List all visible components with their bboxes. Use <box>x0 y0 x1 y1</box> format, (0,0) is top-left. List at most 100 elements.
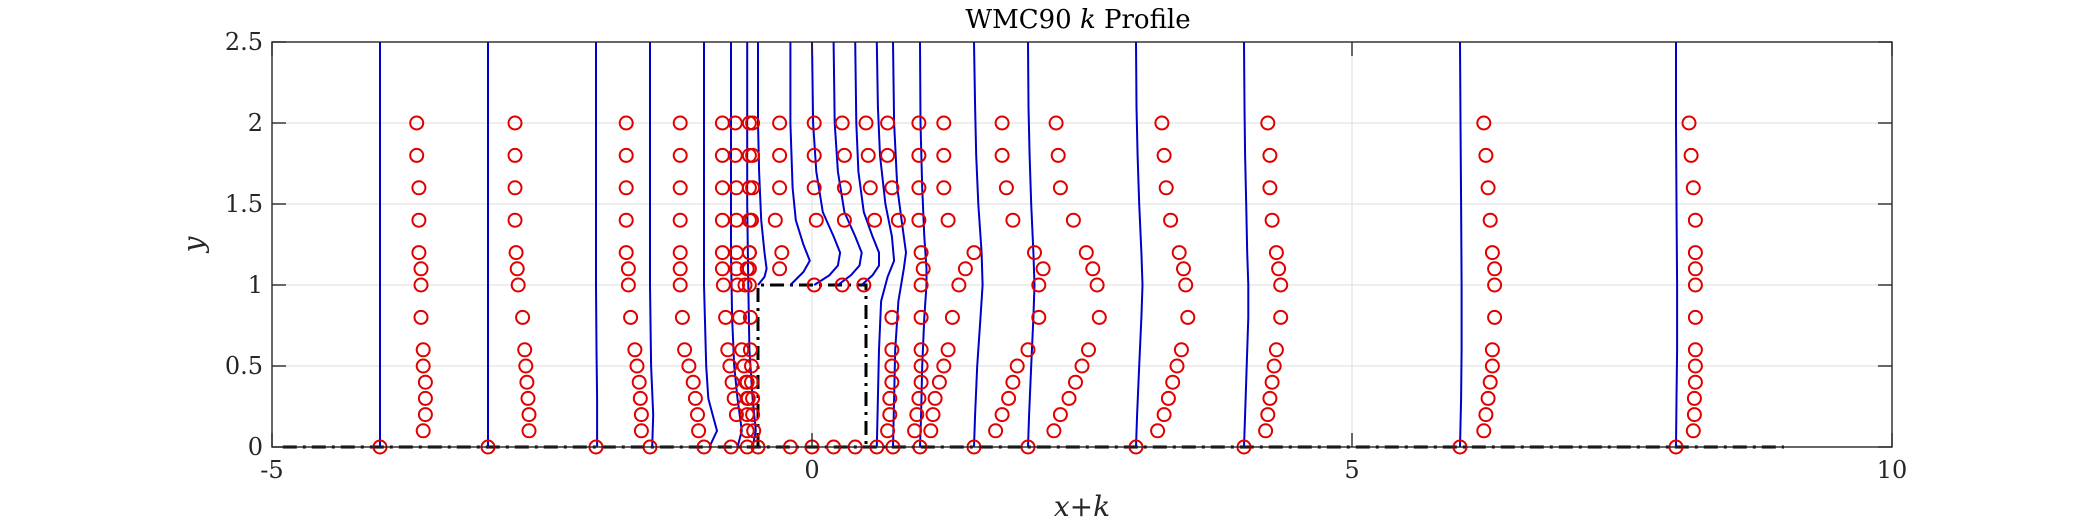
measurement-point-11-2 <box>862 180 878 196</box>
measurement-point-1-8 <box>509 261 525 277</box>
measurement-point-4-6 <box>715 277 731 293</box>
measurement-point-5-3 <box>734 342 750 358</box>
measurement-point-0-11 <box>411 180 427 196</box>
measurement-point-3-8 <box>672 261 688 277</box>
measurement-point-7-4 <box>737 277 753 293</box>
profile-line-14 <box>919 41 928 448</box>
measurement-point-14-10 <box>940 212 956 228</box>
measurement-point-13-9 <box>913 245 929 261</box>
measurement-point-20-12 <box>1683 147 1699 163</box>
measurement-point-2-8 <box>620 261 636 277</box>
profile-line-17 <box>1135 41 1144 448</box>
measurement-point-13-1 <box>909 407 925 423</box>
measurement-point-6-4 <box>744 358 759 374</box>
measurement-point-15-2 <box>1001 390 1017 406</box>
measurement-point-15-4 <box>1009 358 1025 374</box>
measurement-point-4-5 <box>718 309 734 325</box>
measurement-point-9-3 <box>806 147 822 163</box>
x-tick-label-0: -5 <box>260 456 283 484</box>
measurement-point-7-5 <box>739 261 755 277</box>
measurement-point-2-1 <box>633 407 649 423</box>
measurement-point-19-13 <box>1476 115 1492 131</box>
measurement-markers <box>372 115 1703 455</box>
measurement-point-10-0 <box>834 277 850 293</box>
measurement-point-2-12 <box>618 147 634 163</box>
measurement-point-0-12 <box>409 147 425 163</box>
measurement-point-10-3 <box>836 147 852 163</box>
measurement-point-20-2 <box>1686 390 1702 406</box>
measurement-point-6-5 <box>742 342 758 358</box>
measurement-point-20-0 <box>1685 423 1701 439</box>
measurement-point-12-0 <box>880 423 896 439</box>
measurement-point-4-3 <box>722 358 738 374</box>
measurement-point-18-2 <box>1262 390 1278 406</box>
measurement-point-3-5 <box>677 342 693 358</box>
measurement-point-12-10 <box>880 115 896 131</box>
measurement-point-0-3 <box>417 374 433 390</box>
measurement-point-17-7 <box>1178 277 1194 293</box>
measurement-point-2-11 <box>618 180 634 196</box>
measurement-point-0-13 <box>409 115 425 131</box>
profile-line-9 <box>811 41 842 286</box>
measurement-point-16-8 <box>1085 261 1101 277</box>
measurement-point-9-2 <box>806 180 822 196</box>
profile-line-2 <box>595 42 599 447</box>
profile-line-15 <box>973 41 984 448</box>
y-tick-label-0: 0 <box>248 433 263 461</box>
measurement-point-17-8 <box>1176 261 1191 277</box>
measurement-point-1-13 <box>507 115 523 131</box>
measurement-point-8-3 <box>772 180 788 196</box>
measurement-point-13-3 <box>913 374 929 390</box>
measurement-point-19-6 <box>1487 309 1503 325</box>
measurement-point-13-6 <box>913 309 929 325</box>
measurement-point-16-6 <box>1091 309 1107 325</box>
measurement-point-12-4 <box>884 358 900 374</box>
measurement-point-20-10 <box>1687 212 1703 228</box>
measurement-point-18-9 <box>1268 245 1284 261</box>
measurement-point-17-12 <box>1156 147 1172 163</box>
measurement-point-5-4 <box>732 309 748 325</box>
measurement-point-20-8 <box>1687 261 1703 277</box>
measurement-point-15-13 <box>994 115 1010 131</box>
measurement-point-15-0 <box>988 423 1004 439</box>
measurement-point-14-3 <box>931 374 947 390</box>
measurement-point-12-9 <box>880 147 896 163</box>
measurement-point-17-6 <box>1180 309 1196 325</box>
measurement-point-14-9 <box>966 245 982 261</box>
measurement-point-14-6 <box>944 309 960 325</box>
measurement-point-2-10 <box>618 212 634 228</box>
measurement-point-1-3 <box>519 374 535 390</box>
profile-line-3 <box>649 42 655 448</box>
measurement-point-0-6 <box>413 309 429 325</box>
measurement-point-6-0 <box>746 423 762 439</box>
measurement-point-9-1 <box>808 212 824 228</box>
measurement-point-12-5 <box>884 342 900 358</box>
measurement-point-17-13 <box>1154 115 1170 131</box>
measurement-point-20-4 <box>1687 358 1703 374</box>
measurement-point-1-10 <box>507 212 523 228</box>
measurement-point-13-10 <box>911 212 927 228</box>
measurement-point-1-1 <box>521 407 537 423</box>
measurement-point-3-10 <box>672 212 688 228</box>
measurement-point-2-13 <box>618 115 634 131</box>
profile-lines <box>379 41 1679 448</box>
chart-title: WMC90 k Profile <box>965 5 1190 35</box>
measurement-point-0-4 <box>415 358 431 374</box>
measurement-point-2-6 <box>623 309 639 325</box>
measurement-point-0-7 <box>413 277 429 293</box>
measurement-point-20-3 <box>1687 374 1703 390</box>
measurement-point-10-1 <box>836 212 852 228</box>
measurement-point-13-2 <box>911 390 927 406</box>
measurement-point-1-5 <box>517 342 533 358</box>
measurement-point-14-7 <box>951 277 967 293</box>
measurement-point-9-4 <box>806 115 822 131</box>
x-tick-label-2: 5 <box>1344 456 1359 484</box>
measurement-point-0-10 <box>411 212 427 228</box>
measurement-point-13-13 <box>911 115 927 131</box>
measurement-point-7-8 <box>745 180 761 196</box>
measurement-point-18-7 <box>1273 277 1289 293</box>
measurement-point-7-3 <box>739 374 755 390</box>
profile-line-13 <box>892 41 908 448</box>
measurement-point-20-13 <box>1681 115 1697 131</box>
